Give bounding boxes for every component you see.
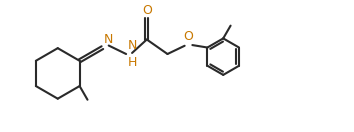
Text: N: N [127, 39, 137, 51]
Text: H: H [127, 56, 137, 69]
Text: O: O [142, 4, 152, 17]
Text: N: N [104, 33, 113, 46]
Text: O: O [183, 30, 193, 43]
